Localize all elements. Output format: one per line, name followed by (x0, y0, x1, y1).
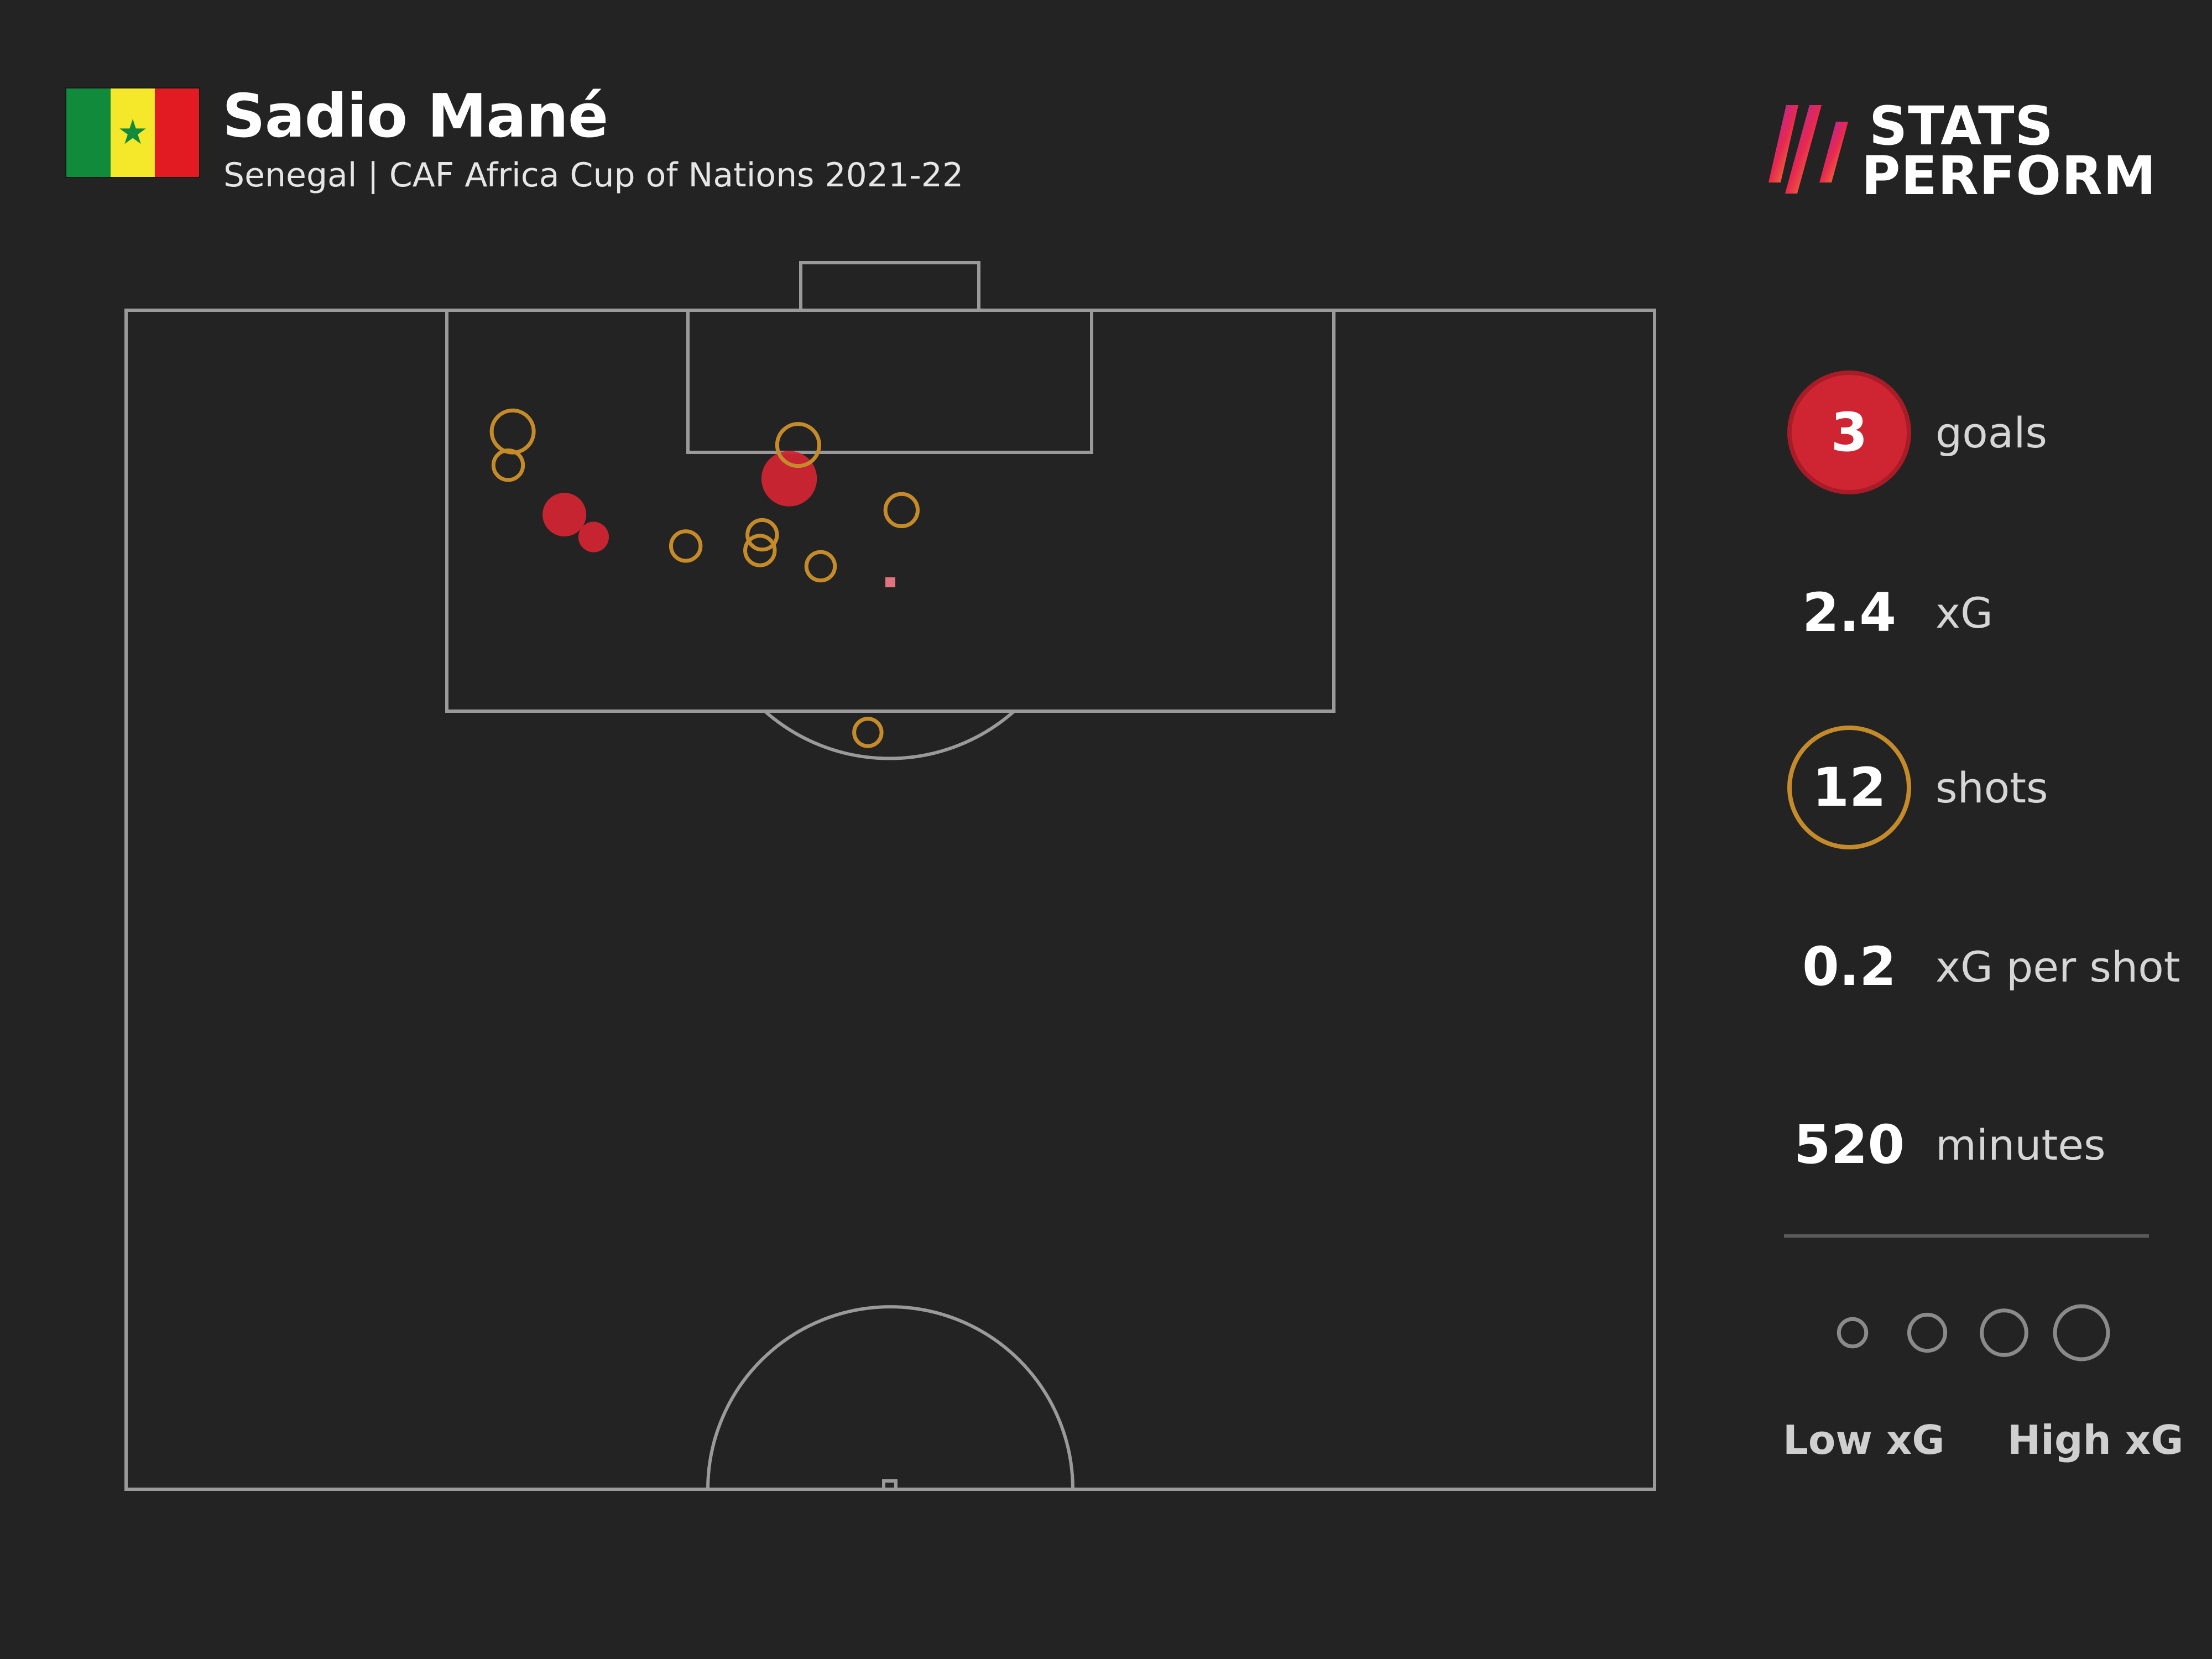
six-yard-box (686, 309, 1093, 454)
legend-divider (1784, 1234, 2149, 1238)
pitch-outline (124, 309, 1656, 1491)
logo-word-perform: PERFORM (1861, 145, 2157, 207)
center-spot (882, 1479, 898, 1491)
stat-row-shots: 12 shots (1781, 726, 2201, 853)
shot-marker (745, 518, 779, 552)
stat-value: 12 (1787, 726, 1911, 849)
goal-marker (542, 493, 587, 537)
goal-marker (578, 521, 609, 552)
stat-label: goals (1936, 408, 2048, 457)
stats-perform-logo: STATS PERFORM (1764, 95, 2156, 202)
legend-circles (1837, 1304, 2110, 1361)
shots-layer (489, 408, 920, 748)
shot-marker (669, 529, 703, 563)
stat-label: minutes (1936, 1120, 2106, 1170)
player-name: Sadio Mané (222, 82, 608, 151)
flag-red-band (155, 88, 199, 177)
stat-value: 520 (1793, 1114, 1905, 1176)
shot-marker (852, 717, 884, 748)
stat-row-goals: 3 goals (1781, 371, 2201, 498)
stat-row-xG: 2.4 xG (1781, 551, 2201, 678)
shot-marker (775, 422, 821, 468)
subtitle: Senegal | CAF Africa Cup of Nations 2021… (223, 156, 964, 195)
center-circle (706, 1305, 1074, 1490)
legend-low-label: Low xG (1783, 1417, 1945, 1463)
goal-marker (761, 451, 817, 507)
xg-size-legend (1837, 1304, 2110, 1361)
stat-value: 0.2 (1802, 936, 1897, 998)
penalty-spot (885, 577, 895, 587)
senegal-flag: ★ (66, 88, 199, 177)
legend-high-label: High xG (2007, 1417, 2184, 1463)
stat-value: 3 (1787, 371, 1911, 494)
flag-green-band (66, 88, 111, 177)
stat-value: 2.4 (1802, 582, 1897, 644)
legend-circle (2053, 1304, 2110, 1361)
legend-circle (1907, 1312, 1948, 1353)
stat-label: xG per shot (1936, 942, 2180, 992)
logo-word-stats: STATS (1869, 95, 2054, 157)
flag-yellow-band: ★ (111, 88, 155, 177)
shot-marker (491, 448, 525, 482)
stat-row-minutes: 520 minutes (1781, 1083, 2201, 1210)
stat-row-xG-per-shot: 0.2 xG per shot (1781, 905, 2201, 1032)
shot-marker (743, 534, 777, 567)
stat-label: shots (1936, 763, 2048, 812)
pitch-shot-map (124, 261, 1656, 1491)
legend-circle (1837, 1317, 1869, 1349)
penalty-arc (764, 709, 1015, 760)
star-icon: ★ (117, 111, 148, 152)
goal (799, 261, 980, 312)
shot-marker (804, 550, 837, 583)
logo-stripes-icon (1768, 105, 1848, 194)
pitch-markings (124, 261, 1656, 1491)
legend-circle (1980, 1308, 2028, 1357)
shot-marker (883, 492, 920, 529)
shot-marker (489, 408, 536, 455)
stat-label: xG (1936, 588, 1993, 638)
